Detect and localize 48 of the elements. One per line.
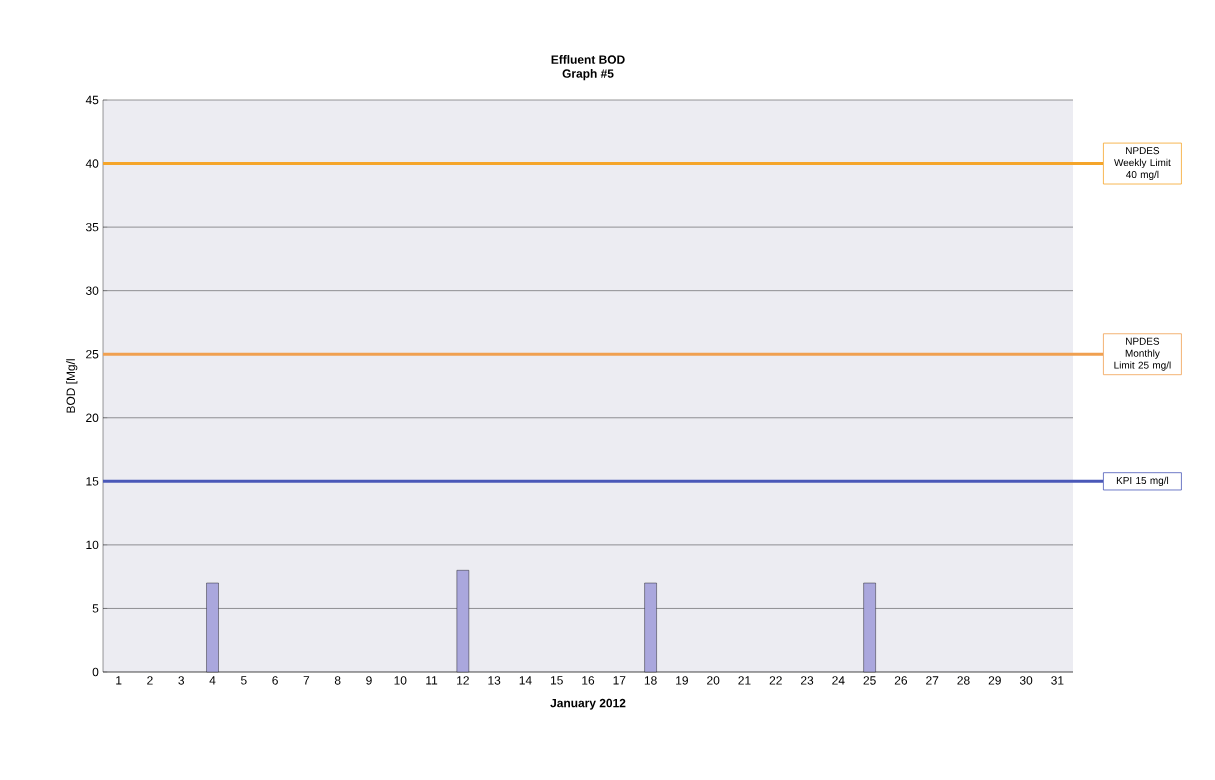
x-tick-label: 16 bbox=[582, 676, 595, 685]
y-tick-label: 45 bbox=[85, 95, 99, 105]
x-tick-label: 4 bbox=[209, 676, 216, 685]
y-tick-label: 25 bbox=[86, 349, 99, 359]
chart-subtitle: Graph #5 bbox=[562, 69, 614, 81]
x-tick-label: 12 bbox=[457, 676, 469, 685]
x-axis-title: January 2012 bbox=[550, 698, 626, 710]
x-tick-label: 9 bbox=[366, 676, 372, 685]
x-tick-label: 15 bbox=[550, 676, 563, 685]
y-tick-label: 20 bbox=[86, 413, 99, 422]
x-tick-label: 1 bbox=[116, 676, 122, 685]
x-tick-label: 3 bbox=[178, 676, 185, 685]
x-tick-label: 8 bbox=[334, 676, 341, 685]
y-tick-label: 35 bbox=[85, 222, 99, 232]
ref-line-label: NPDES Monthly Limit 25 mg/l bbox=[1114, 337, 1171, 371]
y-tick-label: 0 bbox=[92, 667, 99, 677]
chart-title: Effluent BOD bbox=[551, 55, 625, 64]
y-tick-label: 15 bbox=[86, 477, 99, 486]
x-tick-label: 28 bbox=[957, 676, 970, 685]
x-tick-label: 29 bbox=[988, 676, 1001, 685]
x-tick-label: 14 bbox=[519, 676, 532, 685]
x-tick-label: 26 bbox=[894, 676, 908, 685]
x-tick-label: 7 bbox=[303, 676, 310, 685]
x-tick-label: 23 bbox=[800, 676, 814, 685]
x-tick-label: 6 bbox=[272, 676, 278, 685]
ref-line-label: NPDES Weekly Limit 40 mg/l bbox=[1114, 147, 1171, 181]
x-tick-label: 18 bbox=[644, 676, 657, 685]
y-tick-label: 30 bbox=[85, 286, 99, 295]
y-tick-label: 40 bbox=[85, 159, 99, 168]
x-tick-label: 2 bbox=[147, 676, 153, 685]
x-tick-label: 25 bbox=[863, 676, 876, 685]
x-tick-label: 27 bbox=[926, 676, 939, 685]
x-tick-label: 11 bbox=[426, 676, 438, 685]
x-tick-label: 31 bbox=[1051, 676, 1064, 685]
x-tick-label: 10 bbox=[394, 676, 407, 685]
y-tick-label: 5 bbox=[92, 604, 99, 613]
y-axis-title: BOD [Mg/l bbox=[66, 359, 78, 413]
x-tick-label: 5 bbox=[240, 676, 247, 685]
x-tick-label: 13 bbox=[488, 676, 501, 685]
x-tick-label: 22 bbox=[769, 676, 782, 685]
x-tick-label: 30 bbox=[1019, 676, 1033, 685]
x-tick-label: 24 bbox=[832, 676, 845, 685]
x-tick-label: 17 bbox=[613, 676, 626, 685]
x-tick-label: 21 bbox=[738, 676, 751, 685]
x-tick-label: 19 bbox=[676, 676, 688, 685]
y-tick-label: 10 bbox=[86, 540, 99, 550]
ref-line-label: KPI 15 mg/l bbox=[1116, 476, 1169, 486]
x-tick-label: 20 bbox=[707, 676, 720, 685]
